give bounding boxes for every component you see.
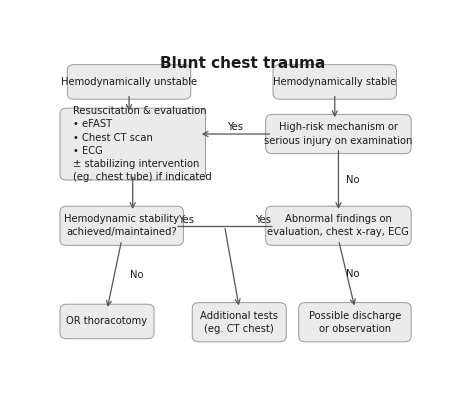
- Text: OR thoracotomy: OR thoracotomy: [66, 316, 147, 326]
- Text: High-risk mechanism or
serious injury on examination: High-risk mechanism or serious injury on…: [264, 122, 413, 145]
- Text: No: No: [346, 175, 360, 185]
- Text: Hemodynamically unstable: Hemodynamically unstable: [61, 77, 197, 87]
- Text: Blunt chest trauma: Blunt chest trauma: [160, 56, 326, 71]
- Text: Hemodynamically stable: Hemodynamically stable: [273, 77, 396, 87]
- Text: Possible discharge
or observation: Possible discharge or observation: [309, 311, 401, 334]
- Text: Resuscitation & evaluation
• eFAST
• Chest CT scan
• ECG
± stabilizing intervent: Resuscitation & evaluation • eFAST • Che…: [73, 106, 212, 182]
- Text: Yes: Yes: [255, 215, 271, 225]
- Text: No: No: [130, 270, 143, 280]
- FancyBboxPatch shape: [273, 65, 396, 99]
- FancyBboxPatch shape: [299, 303, 411, 342]
- Text: Yes: Yes: [178, 215, 194, 225]
- FancyBboxPatch shape: [266, 114, 411, 154]
- FancyBboxPatch shape: [266, 206, 411, 245]
- FancyBboxPatch shape: [60, 304, 154, 339]
- FancyBboxPatch shape: [67, 65, 191, 99]
- Text: No: No: [346, 269, 360, 279]
- Text: Yes: Yes: [228, 122, 244, 132]
- FancyBboxPatch shape: [60, 206, 183, 245]
- Text: Abnormal findings on
evaluation, chest x-ray, ECG: Abnormal findings on evaluation, chest x…: [267, 214, 410, 238]
- FancyBboxPatch shape: [192, 303, 286, 342]
- Text: Additional tests
(eg. CT chest): Additional tests (eg. CT chest): [200, 311, 278, 334]
- Text: Hemodynamic stability
achieved/maintained?: Hemodynamic stability achieved/maintaine…: [64, 214, 179, 238]
- FancyBboxPatch shape: [60, 108, 205, 180]
